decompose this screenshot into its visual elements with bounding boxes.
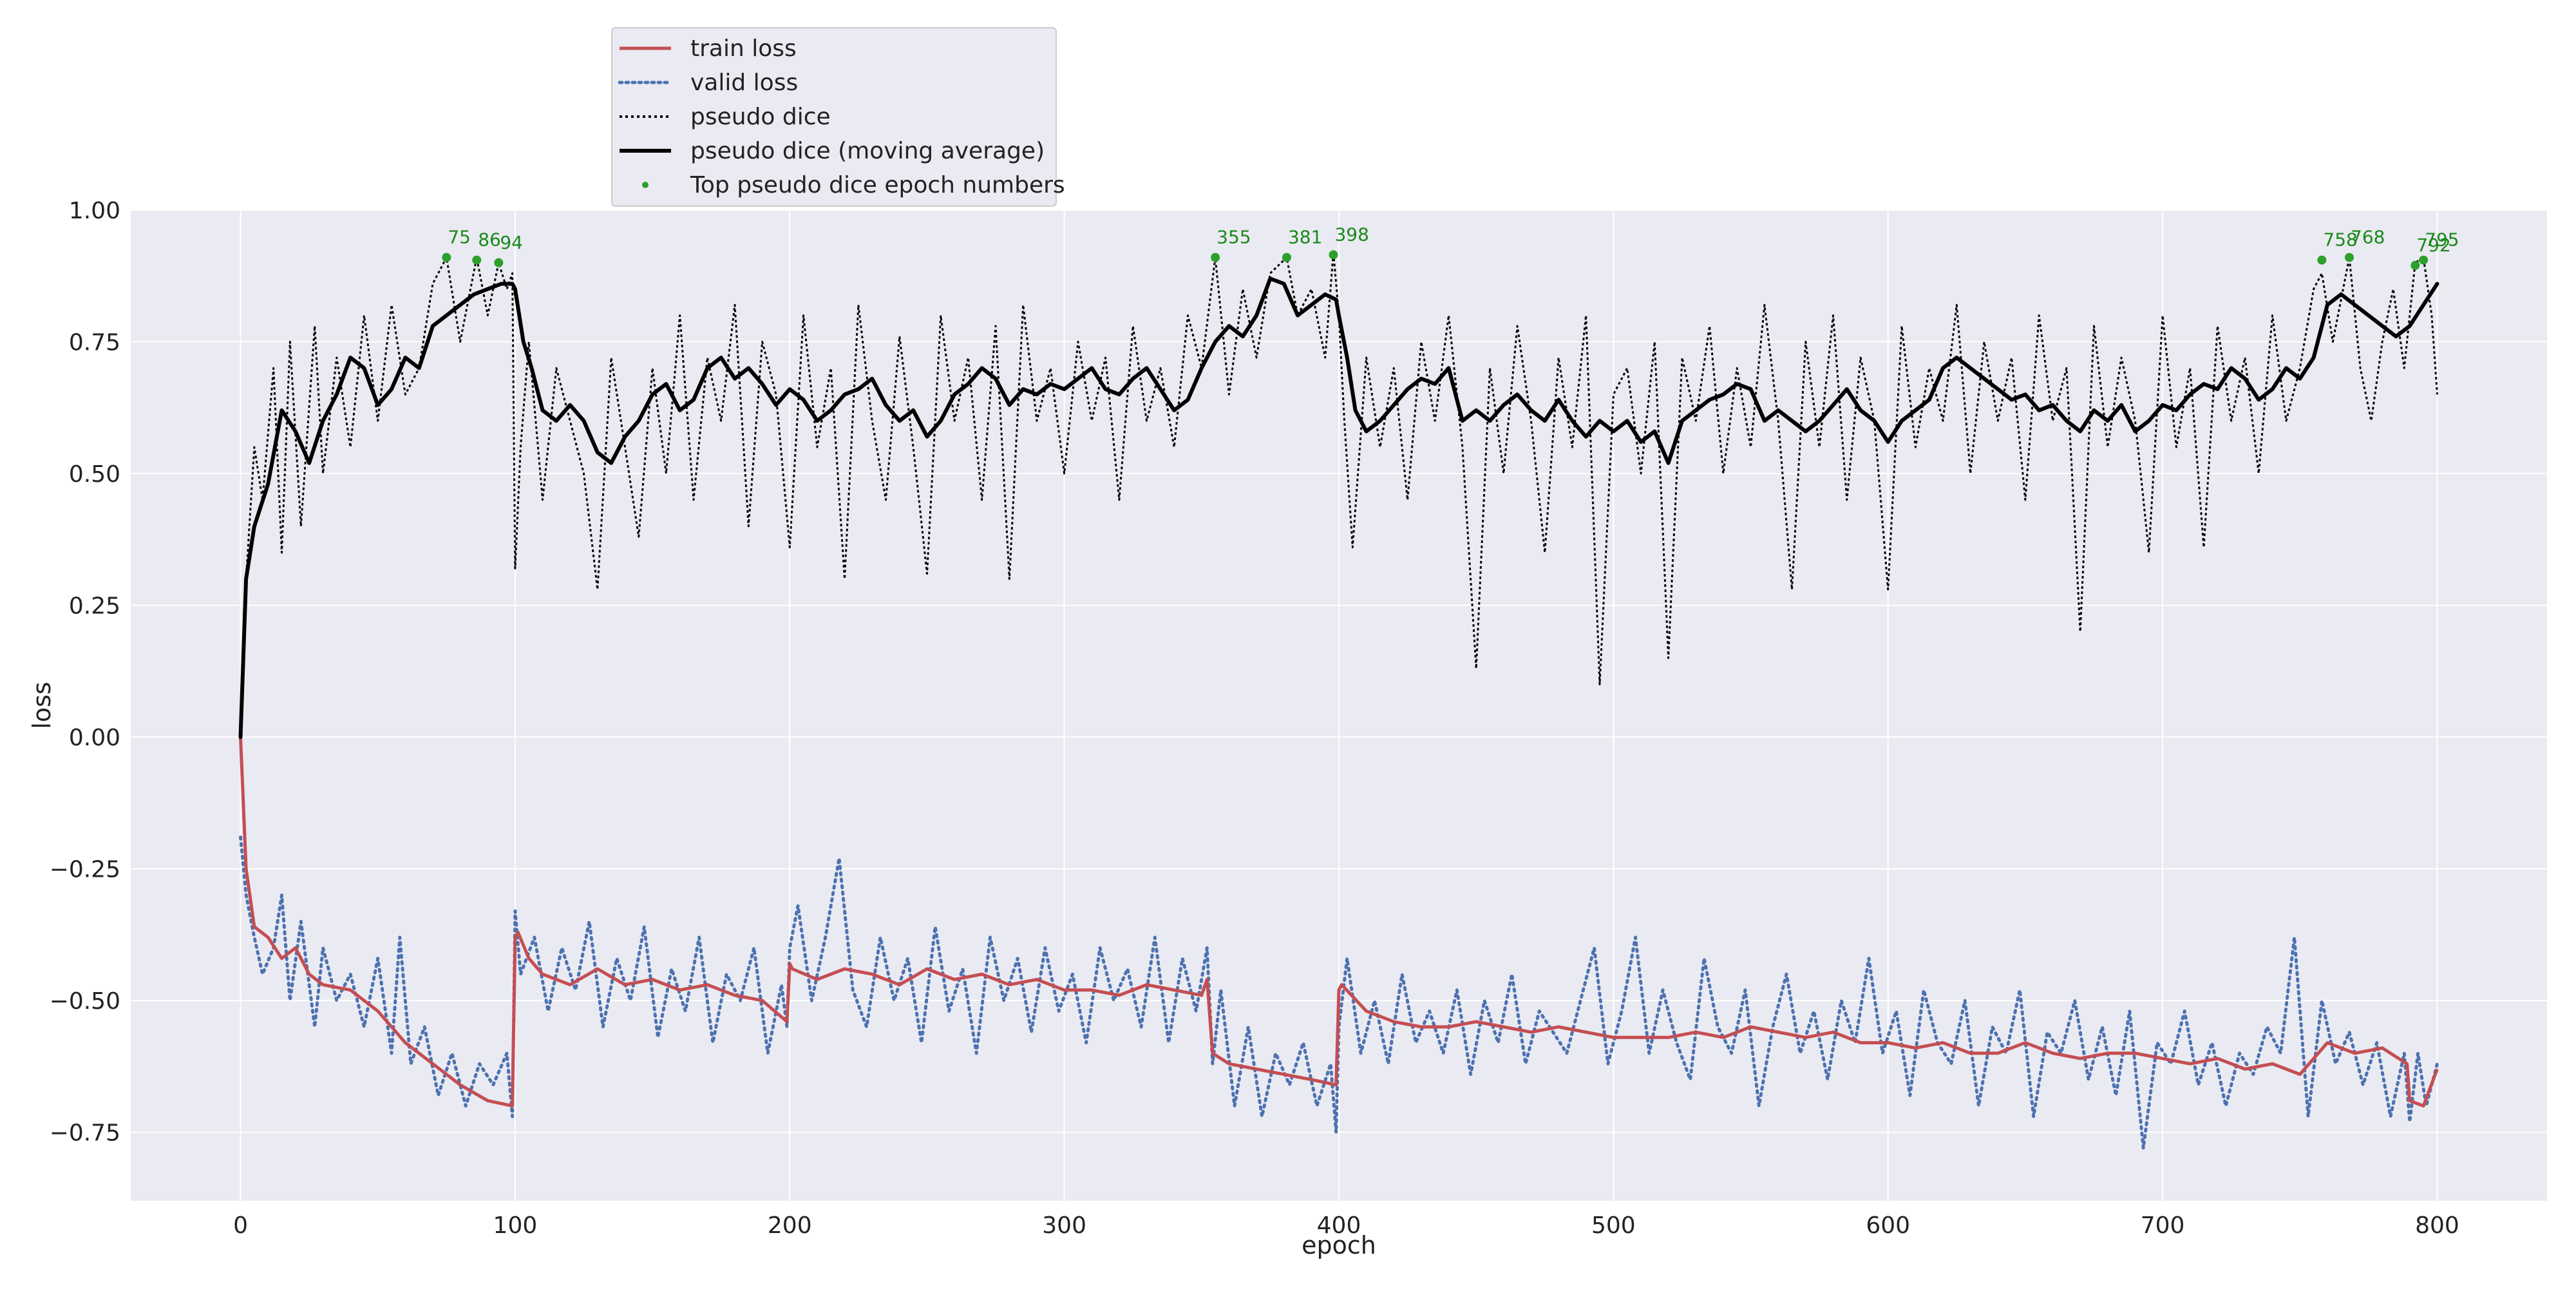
x-tick-label: 300 (1042, 1212, 1086, 1239)
legend-marker-top-epochs (642, 182, 649, 188)
y-tick-label: 0.25 (69, 593, 120, 620)
top-epoch-marker (494, 258, 504, 267)
x-axis-label: epoch (1302, 1231, 1376, 1259)
series-train-loss (239, 736, 2439, 1108)
top-epoch-label: 758 (2323, 229, 2357, 251)
top-epoch-marker (1211, 253, 1220, 262)
top-epoch-label: 795 (2425, 229, 2459, 251)
y-tick-label: 0.75 (69, 330, 120, 356)
legend-label-train-loss: train loss (690, 35, 797, 62)
top-epoch-marker (2317, 255, 2327, 265)
y-axis-label: loss (28, 682, 56, 729)
x-tick-label: 600 (1866, 1212, 1910, 1239)
top-epoch-marker (472, 255, 482, 265)
series-group (238, 251, 2439, 1150)
legend-label-moving-average: pseudo dice (moving average) (690, 138, 1045, 164)
x-tick-label: 700 (2141, 1212, 2185, 1239)
x-tick-label: 800 (2415, 1212, 2459, 1239)
top-epoch-marker (442, 253, 451, 262)
top-epoch-label: 381 (1288, 227, 1322, 248)
top-epoch-marker (2410, 260, 2420, 270)
top-epoch-label: 94 (500, 232, 523, 253)
x-tick-label: 100 (493, 1212, 538, 1239)
legend-label-top-epochs: Top pseudo dice epoch numbers (690, 172, 1065, 198)
top-epoch-label: 792 (2416, 234, 2450, 256)
top-epoch-marker (1329, 250, 1338, 260)
top-epoch-label: 398 (1334, 224, 1368, 245)
x-tick-label: 400 (1317, 1212, 1361, 1239)
series-pseudo-dice-moving-average (238, 276, 2439, 740)
y-tick-label: 0.50 (69, 461, 120, 488)
series-pseudo-dice (240, 251, 2438, 738)
top-epoch-label: 75 (448, 227, 471, 248)
legend: train loss valid loss pseudo dice pseudo… (611, 27, 1065, 207)
y-tick-label: −0.75 (50, 1120, 120, 1147)
series-valid-loss (239, 836, 2439, 1150)
x-tick-label: 200 (768, 1212, 812, 1239)
y-tick-label: 1.00 (69, 198, 120, 224)
x-tick-label: 500 (1591, 1212, 1636, 1239)
tick-labels: 0 100 200 300 400 500 600 700 800 −0.75 −0.50 −0.25… (50, 198, 2459, 1239)
top-epoch-label: 768 (2351, 227, 2385, 248)
y-tick-label: −0.25 (50, 857, 120, 883)
top-epoch-marker (2345, 253, 2354, 262)
legend-box (611, 27, 1057, 207)
y-tick-label: 0.00 (69, 725, 120, 751)
top-epoch-label: 86 (478, 229, 501, 251)
legend-label-pseudo-dice: pseudo dice (690, 104, 831, 130)
legend-label-valid-loss: valid loss (690, 70, 798, 96)
top-epoch-marker (2419, 255, 2429, 265)
y-tick-label: −0.50 (50, 988, 120, 1015)
top-epoch-marker (1282, 253, 1291, 262)
x-tick-label: 0 (233, 1212, 248, 1239)
top-epoch-label: 355 (1217, 227, 1251, 248)
